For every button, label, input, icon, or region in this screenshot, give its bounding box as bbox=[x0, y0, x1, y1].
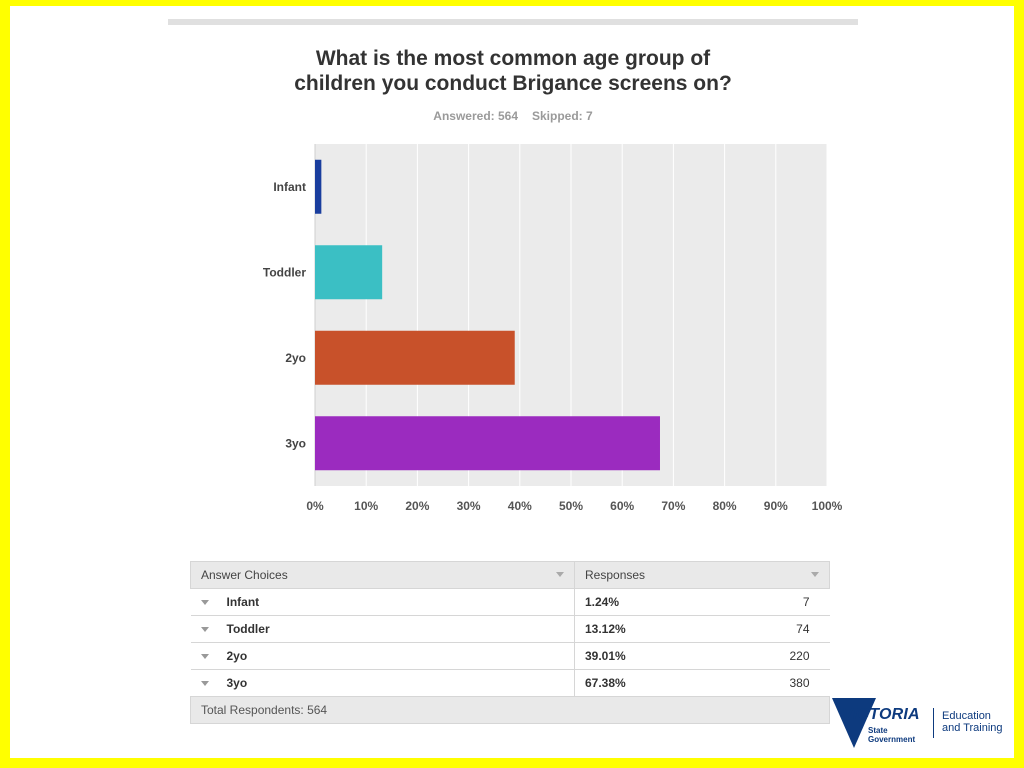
bar-2yo bbox=[315, 330, 515, 385]
answer-choice-cell: 3yo bbox=[190, 669, 575, 697]
logo-wordmark: VICTORIA bbox=[842, 706, 920, 723]
bar-toddler bbox=[315, 245, 383, 300]
expand-caret-icon[interactable] bbox=[200, 654, 209, 660]
x-tick-label: 10% bbox=[354, 499, 378, 513]
response-stats: Answered: 564 Skipped: 7 bbox=[168, 109, 858, 123]
x-tick-label: 80% bbox=[713, 499, 737, 513]
victoria-government-logo: VICTORIA State Government Education and … bbox=[828, 694, 1014, 752]
answer-choices-header[interactable]: Answer Choices bbox=[190, 561, 575, 589]
results-table: Answer Choices Responses Infant 1.24% 7 T… bbox=[190, 561, 830, 724]
x-tick-label: 50% bbox=[559, 499, 583, 513]
question-title-line-1: What is the most common age group of bbox=[315, 47, 711, 70]
response-percent: 13.12% bbox=[585, 622, 626, 636]
x-tick-label: 60% bbox=[610, 499, 634, 513]
answer-choice-label: Toddler bbox=[226, 622, 270, 636]
skipped-count: Skipped: 7 bbox=[532, 109, 593, 123]
answered-count: Answered: 564 bbox=[433, 109, 518, 123]
response-cell: 67.38% 380 bbox=[574, 669, 830, 697]
department-name: Education and Training bbox=[942, 710, 1003, 734]
response-cell: 13.12% 74 bbox=[574, 615, 830, 643]
response-percent: 67.38% bbox=[585, 676, 626, 690]
y-tick-label: 2yo bbox=[285, 351, 306, 365]
response-cell: 1.24% 7 bbox=[574, 588, 830, 616]
x-tick-label: 40% bbox=[508, 499, 532, 513]
table-row[interactable]: Infant 1.24% 7 bbox=[190, 588, 830, 616]
answer-choice-label: Infant bbox=[226, 595, 260, 609]
response-cell: 39.01% 220 bbox=[574, 642, 830, 670]
logo-subtitle-line-2: Government bbox=[868, 735, 916, 744]
answer-choice-cell: Toddler bbox=[190, 615, 575, 643]
bar-3yo bbox=[315, 416, 660, 471]
logo-subtitle-line-1: State bbox=[868, 726, 888, 735]
x-tick-label: 0% bbox=[306, 499, 324, 513]
table-row[interactable]: Toddler 13.12% 74 bbox=[190, 615, 830, 643]
question-title-line-2: children you conduct Brigance screens on… bbox=[294, 72, 732, 95]
table-header-row: Answer Choices Responses bbox=[190, 561, 830, 589]
table-row[interactable]: 2yo 39.01% 220 bbox=[190, 642, 830, 670]
expand-caret-icon[interactable] bbox=[200, 600, 209, 606]
answer-choices-header-label: Answer Choices bbox=[201, 568, 288, 582]
y-tick-label: 3yo bbox=[285, 436, 306, 450]
response-percent: 39.01% bbox=[585, 649, 626, 663]
answer-choice-label: 3yo bbox=[226, 676, 248, 690]
x-tick-label: 30% bbox=[457, 499, 481, 513]
responses-header-label: Responses bbox=[585, 568, 646, 582]
response-count: 74 bbox=[796, 622, 810, 636]
x-tick-label: 90% bbox=[764, 499, 788, 513]
y-tick-label: Infant bbox=[273, 180, 306, 194]
top-divider-bar bbox=[168, 19, 858, 25]
table-footer-row: Total Respondents: 564 bbox=[190, 696, 830, 724]
responses-header[interactable]: Responses bbox=[574, 561, 830, 589]
department-name-line-2: and Training bbox=[942, 722, 1003, 734]
victoria-triangle-icon bbox=[832, 698, 876, 748]
question-title: What is the most common age group of chi… bbox=[168, 46, 858, 96]
response-count: 7 bbox=[802, 595, 810, 609]
answer-choice-label: 2yo bbox=[226, 649, 248, 663]
response-percent: 1.24% bbox=[585, 595, 620, 609]
sort-caret-icon bbox=[556, 572, 564, 577]
bar-chart: 0% 10% 20% 30% 40% 50% 60% 70% 80% 90% 100% Infant T… bbox=[263, 144, 843, 513]
answer-choice-cell: Infant bbox=[190, 588, 575, 616]
logo-divider bbox=[933, 708, 934, 738]
logo-subtitle: State Government bbox=[868, 726, 915, 744]
y-tick-label: Toddler bbox=[263, 265, 306, 279]
response-count: 380 bbox=[789, 676, 810, 690]
x-tick-label: 70% bbox=[661, 499, 685, 513]
x-tick-label: 100% bbox=[812, 499, 843, 513]
expand-caret-icon[interactable] bbox=[200, 627, 209, 633]
bar-infant bbox=[315, 159, 322, 214]
x-tick-label: 20% bbox=[405, 499, 429, 513]
sort-caret-icon bbox=[811, 572, 819, 577]
table-row[interactable]: 3yo 67.38% 380 bbox=[190, 669, 830, 697]
department-name-line-1: Education bbox=[942, 710, 991, 722]
answer-choice-cell: 2yo bbox=[190, 642, 575, 670]
slide: What is the most common age group of chi… bbox=[10, 6, 1014, 758]
expand-caret-icon[interactable] bbox=[200, 681, 209, 687]
total-respondents: Total Respondents: 564 bbox=[190, 696, 830, 724]
response-count: 220 bbox=[789, 649, 810, 663]
